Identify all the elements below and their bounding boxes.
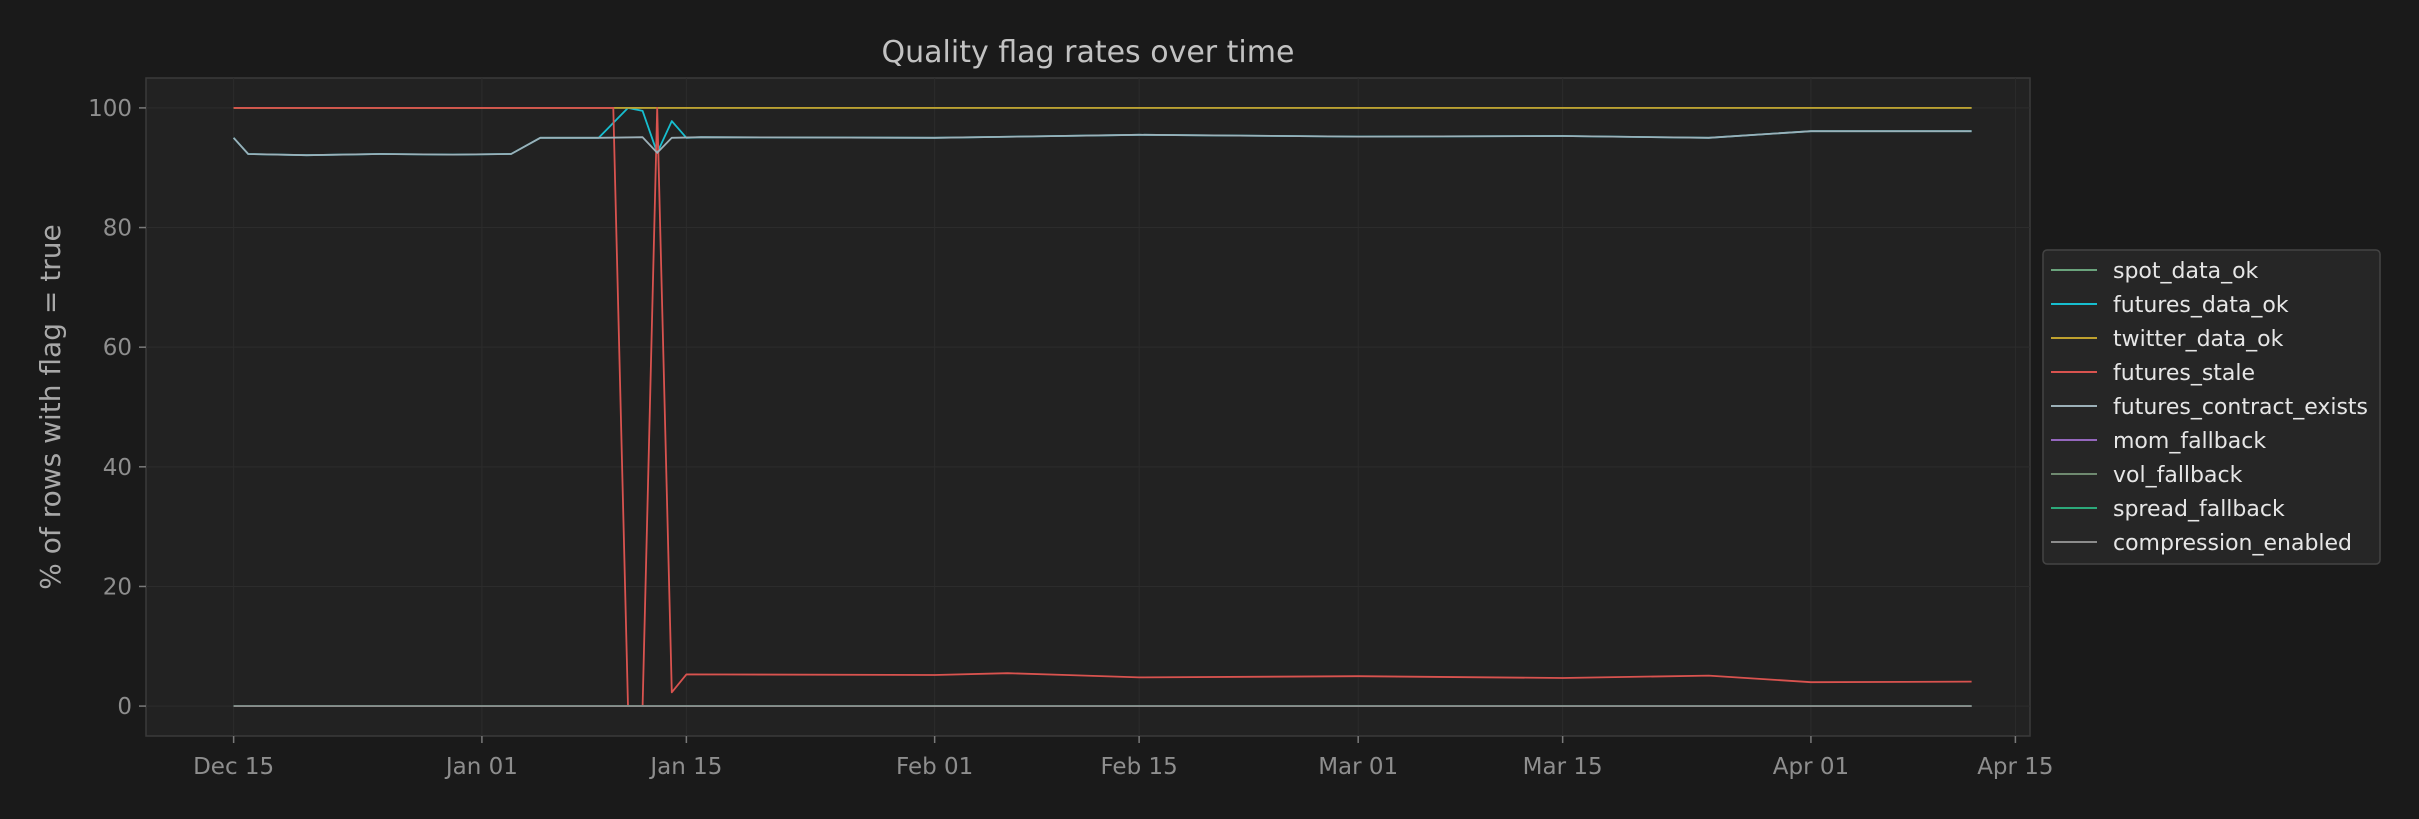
y-axis-label: % of rows with flag = true bbox=[34, 224, 67, 589]
x-tick-label: Feb 01 bbox=[896, 754, 973, 780]
x-tick-label: Jan 01 bbox=[444, 754, 518, 780]
legend-label: futures_contract_exists bbox=[2113, 395, 2368, 420]
y-tick-label: 80 bbox=[103, 216, 132, 242]
x-tick-label: Jan 15 bbox=[648, 754, 722, 780]
chart-title: Quality flag rates over time bbox=[882, 35, 1295, 70]
legend-label: futures_data_ok bbox=[2113, 293, 2289, 318]
series-group bbox=[232, 107, 1972, 707]
plot-area bbox=[145, 77, 2031, 737]
y-axis: 0 20 40 60 80 100 bbox=[88, 96, 146, 720]
x-axis: Dec 15 Jan 01 Jan 15 Feb 01 Feb 15 Mar 01 Mar … bbox=[193, 736, 2054, 780]
legend-label: compression_enabled bbox=[2113, 531, 2352, 556]
legend-label: spread_fallback bbox=[2113, 497, 2285, 522]
legend-label: futures_stale bbox=[2113, 361, 2255, 386]
grid bbox=[146, 78, 2030, 736]
legend-label: mom_fallback bbox=[2113, 429, 2266, 454]
x-tick-label: Mar 01 bbox=[1318, 754, 1398, 780]
y-tick-label: 40 bbox=[103, 455, 132, 481]
y-tick-label: 0 bbox=[117, 694, 132, 720]
x-tick-label: Apr 15 bbox=[1977, 754, 2053, 780]
legend-label: spot_data_ok bbox=[2113, 259, 2259, 284]
y-tick-label: 60 bbox=[103, 335, 132, 361]
legend-box bbox=[2042, 249, 2381, 565]
legend: spot_data_ok futures_data_ok twitter_data_… bbox=[2042, 249, 2381, 565]
series-line-futures-contract-exists bbox=[232, 130, 1972, 157]
legend-label: vol_fallback bbox=[2113, 463, 2243, 488]
legend-label: twitter_data_ok bbox=[2113, 327, 2284, 352]
x-tick-label: Feb 15 bbox=[1100, 754, 1177, 780]
x-tick-label: Apr 01 bbox=[1773, 754, 1849, 780]
x-tick-label: Dec 15 bbox=[193, 754, 274, 780]
x-tick-label: Mar 15 bbox=[1523, 754, 1603, 780]
y-tick-label: 100 bbox=[88, 96, 132, 122]
y-tick-label: 20 bbox=[103, 574, 132, 600]
